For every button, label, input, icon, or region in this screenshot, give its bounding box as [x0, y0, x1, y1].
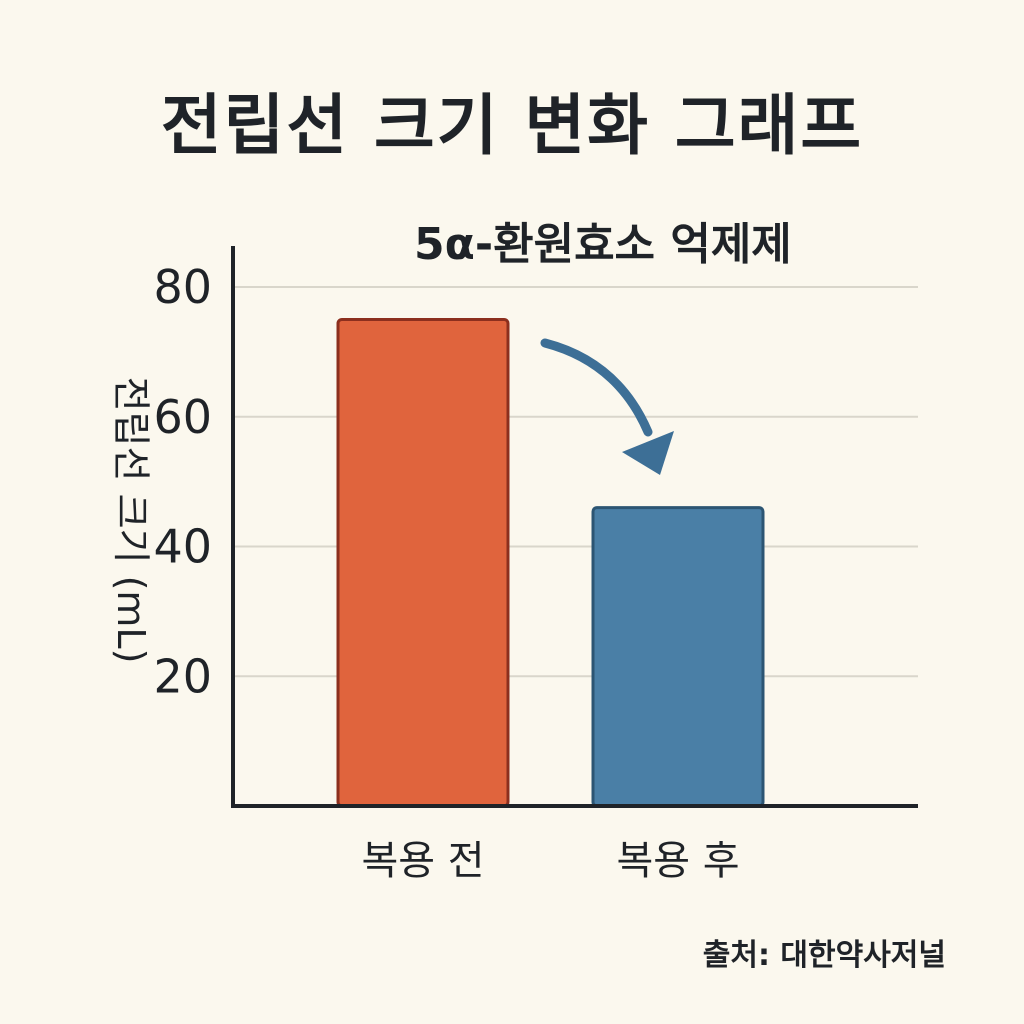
decrease-arrow-head	[622, 431, 674, 475]
y-tick-label: 20	[153, 649, 212, 703]
bar-after	[591, 506, 765, 808]
y-tick-label: 40	[153, 520, 212, 574]
category-label: 복용 전	[361, 838, 484, 884]
y-tick-label: 60	[153, 390, 212, 444]
chart-title: 전립선 크기 변화 그래프	[160, 87, 864, 164]
y-axis-title: 전립선 크기 (mL)	[109, 377, 153, 664]
grid-lines	[233, 286, 918, 678]
decrease-arrow	[540, 338, 653, 437]
bars	[336, 317, 765, 808]
category-labels: 복용 전 복용 후	[361, 838, 739, 884]
y-tick-label: 80	[153, 260, 212, 314]
chart-subtitle: 5α-환원효소 억제제	[414, 219, 792, 270]
source-note: 출처: 대한약사저널	[702, 938, 946, 973]
y-tick-labels: 20 40 60 80	[153, 260, 212, 703]
bar-before	[336, 317, 510, 808]
category-label: 복용 후	[616, 838, 739, 884]
